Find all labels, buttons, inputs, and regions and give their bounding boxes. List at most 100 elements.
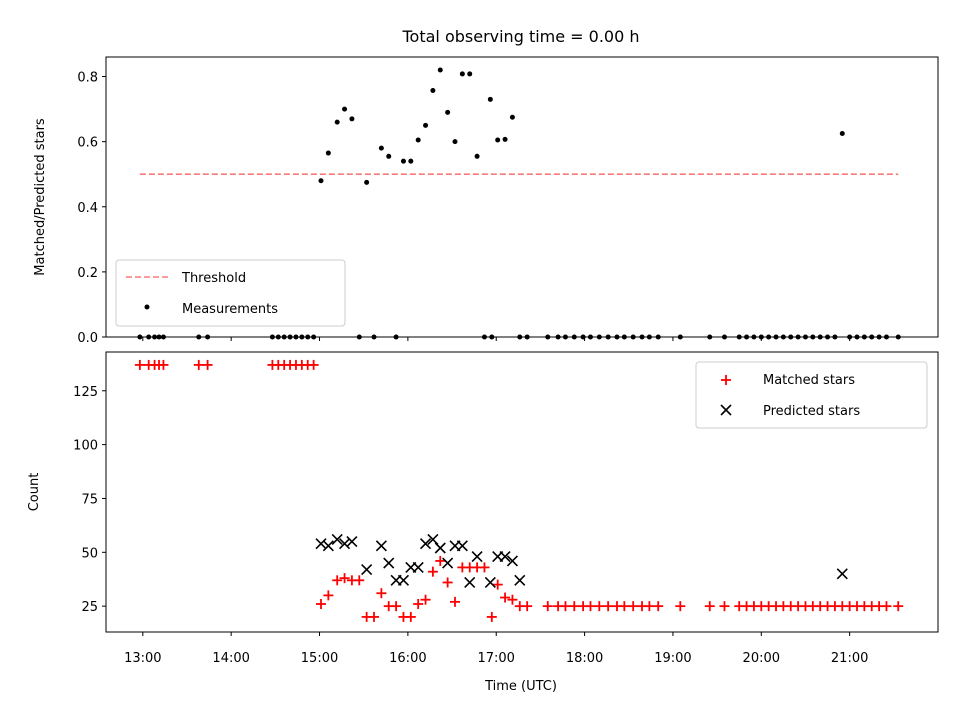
predicted-star-b xyxy=(315,538,327,550)
measurement-point xyxy=(408,158,414,164)
predicted-star-point xyxy=(499,551,511,563)
measurement-point xyxy=(342,106,348,112)
measurement-point xyxy=(495,137,501,143)
bottom-ytick-label: 100 xyxy=(73,439,98,454)
bottom-ytick-label: 25 xyxy=(81,600,98,615)
matched-star-point xyxy=(542,601,553,612)
measurement-point xyxy=(318,178,324,184)
predicted-star-point xyxy=(361,563,373,576)
predicted-star-point xyxy=(383,557,395,569)
measurement-point xyxy=(334,119,340,125)
predicted-star-b xyxy=(322,540,334,552)
matched-star-point xyxy=(893,601,904,612)
predicted-star-point xyxy=(375,540,387,552)
predicted-star-point xyxy=(346,535,358,548)
predicted-star-point xyxy=(514,574,526,586)
matched-star-point xyxy=(435,555,446,566)
top-legend-box xyxy=(115,259,346,327)
predicted-star-point xyxy=(456,540,468,552)
predicted-star-b xyxy=(434,542,446,554)
measurement-point xyxy=(474,153,480,159)
bottom-xtick-label: 21:00 xyxy=(831,651,868,666)
predicted-star-b xyxy=(361,563,373,576)
legend-predicted-label: Predicted stars xyxy=(763,404,860,419)
matched-star-point xyxy=(492,579,503,590)
matched-star-point xyxy=(881,601,892,612)
bottom-panel: 25 50 75 100 125 13:00 14:00 15:00 16:00 17:00 18… xyxy=(27,351,939,694)
bottom-ytick-label: 50 xyxy=(81,546,98,561)
predicted-star-b xyxy=(484,576,496,589)
predicted-star-b xyxy=(471,551,483,563)
bottom-axes-frame xyxy=(105,351,939,633)
matched-star-point xyxy=(500,592,511,603)
measurement-point xyxy=(509,114,515,120)
matched-star-point xyxy=(323,590,334,601)
legend-matched-swatch xyxy=(721,375,731,385)
measurement-point xyxy=(467,71,473,77)
predicted-star-b xyxy=(419,538,432,550)
top-ytick-label: 0.6 xyxy=(77,136,98,151)
predicted-star-point xyxy=(471,551,483,563)
predicted-star-point xyxy=(322,540,334,552)
predicted-star-point xyxy=(506,555,518,567)
matched-star-point xyxy=(442,577,453,588)
bottom-ytick-label: 125 xyxy=(73,385,98,400)
measurement-point xyxy=(487,96,493,102)
bottom-xtick-label: 17:00 xyxy=(477,651,514,666)
predicted-star-point xyxy=(427,533,439,545)
matched-star-point xyxy=(193,359,204,370)
measurement-point xyxy=(349,116,355,122)
matched-star-point xyxy=(202,359,213,370)
matched-star-point xyxy=(719,601,730,612)
top-ytick-label: 0.2 xyxy=(77,266,98,281)
predicted-star-b xyxy=(499,551,511,563)
measurement-point xyxy=(386,153,392,159)
predicted-star-b xyxy=(456,540,468,552)
predicted-star-b xyxy=(464,576,476,589)
bottom-xtick-label: 14:00 xyxy=(212,651,249,666)
bottom-xtick-label: 16:00 xyxy=(389,651,426,666)
predicted-star-point xyxy=(412,561,424,573)
matched-star-point xyxy=(560,601,571,612)
top-ylabel: Matched/Predicted stars xyxy=(33,118,48,276)
top-ytick-label: 0.0 xyxy=(77,331,98,346)
matched-star-point xyxy=(413,599,424,609)
matched-star-point xyxy=(522,601,533,612)
bottom-ylabel: Count xyxy=(27,473,42,512)
measurement-point xyxy=(445,109,451,115)
measurement-point xyxy=(415,137,421,143)
measurement-point xyxy=(430,88,436,94)
matched-star-point xyxy=(675,601,686,612)
matched-star-point xyxy=(585,601,596,612)
legend-threshold-label: Threshold xyxy=(181,271,246,286)
bottom-legend: Matched stars Predicted stars xyxy=(695,361,928,429)
predicted-star-b xyxy=(383,557,395,569)
predicted-star-point xyxy=(836,568,848,580)
predicted-star-point xyxy=(338,538,351,550)
figure-title: Total observing time = 0.00 h xyxy=(401,27,639,46)
matched-star-point xyxy=(603,601,614,612)
top-legend: Threshold Measurements xyxy=(115,259,346,327)
matched-star-point xyxy=(507,594,518,605)
matched-star-point xyxy=(134,359,145,370)
measurement-point xyxy=(452,139,458,145)
measurement-point xyxy=(839,131,845,137)
matched-star-point xyxy=(486,611,497,622)
matched-star-point xyxy=(405,611,416,622)
matched-star-point xyxy=(376,588,387,599)
bottom-legend-box xyxy=(695,361,928,429)
predicted-star-point xyxy=(397,574,410,586)
predicted-star-point xyxy=(419,538,432,550)
matched-star-point xyxy=(653,601,664,612)
predicted-star-b xyxy=(427,533,439,545)
matched-star-point xyxy=(449,596,460,607)
matched-star-point xyxy=(704,601,715,612)
matched-star-point xyxy=(479,562,490,573)
bottom-xtick-label: 20:00 xyxy=(743,651,780,666)
legend-predicted-swatch xyxy=(720,404,732,416)
matched-star-point xyxy=(427,566,438,577)
matched-star-point xyxy=(315,599,326,609)
predicted-star-b xyxy=(836,568,848,580)
top-axes-frame xyxy=(105,56,939,338)
bottom-xtick-label: 18:00 xyxy=(566,651,603,666)
